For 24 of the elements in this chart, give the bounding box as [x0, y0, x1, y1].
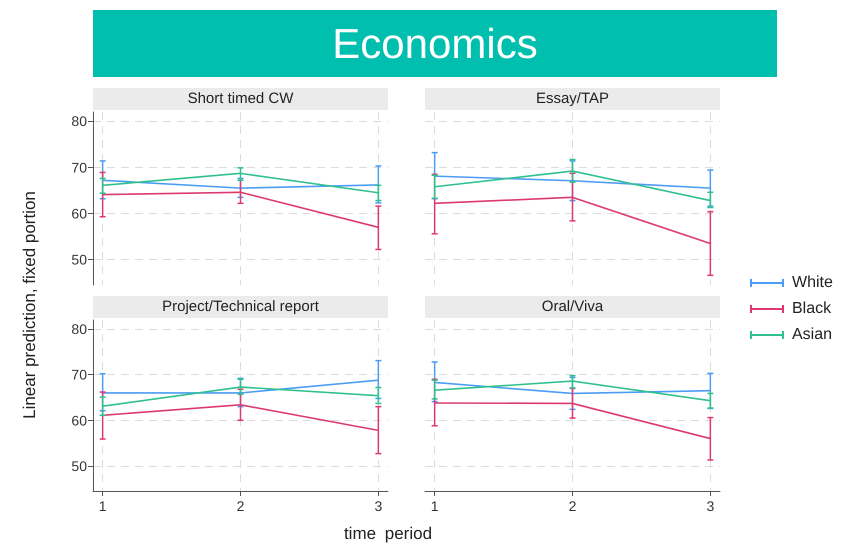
y-tick-label: 50: [71, 252, 88, 268]
chart-title: Oral/Viva: [425, 296, 720, 318]
x-tick-label: 2: [568, 498, 577, 514]
text: Linear prediction, fixed portion: [20, 190, 40, 421]
x-tick-label: 1: [98, 498, 107, 514]
y-tick-label: 60: [71, 412, 88, 428]
x-tick-label: 2: [236, 498, 245, 514]
legend-label: Asian: [792, 326, 832, 344]
y-tick-label: 70: [71, 366, 88, 383]
y-tick-label: 80: [71, 321, 88, 338]
text: Economics: [93, 10, 777, 77]
y-tick-label: 80: [71, 113, 88, 130]
legend-label: Black: [792, 300, 832, 318]
legend-label: White: [792, 274, 833, 292]
chart-title: Short timed CW: [93, 88, 388, 110]
text: time period: [342, 524, 434, 544]
y-tick-label: 70: [71, 159, 88, 176]
x-tick-label: 3: [706, 498, 714, 514]
chart-title: Essay/TAP: [425, 88, 720, 110]
x-tick-label: 3: [374, 498, 382, 514]
y-tick-label: 60: [71, 205, 88, 222]
y-tick-label: 50: [71, 458, 88, 474]
x-tick-label: 1: [430, 498, 439, 514]
chart-title: Project/Technical report: [93, 296, 388, 318]
